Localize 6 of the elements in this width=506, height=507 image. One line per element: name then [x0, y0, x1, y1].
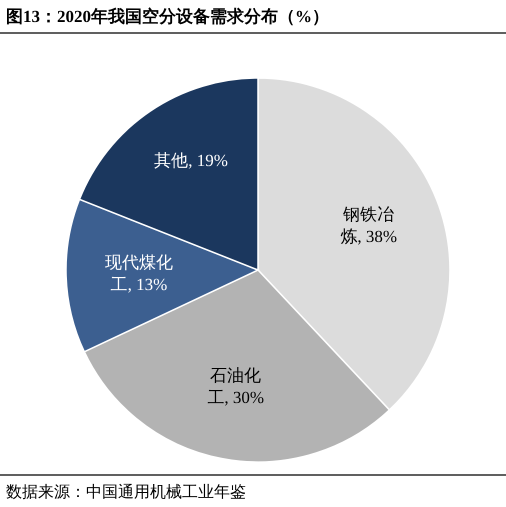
source-note: 数据来源：中国通用机械工业年鉴: [6, 483, 246, 501]
chart-title: 图13：2020年我国空分设备需求分布（%）: [6, 7, 329, 26]
slice-label: 现代煤化工, 13%: [104, 252, 174, 296]
slice-label: 石油化工, 30%: [206, 364, 266, 409]
slice-label: 其他, 19%: [154, 150, 228, 172]
slice-label: 钢铁冶炼, 38%: [339, 204, 398, 248]
